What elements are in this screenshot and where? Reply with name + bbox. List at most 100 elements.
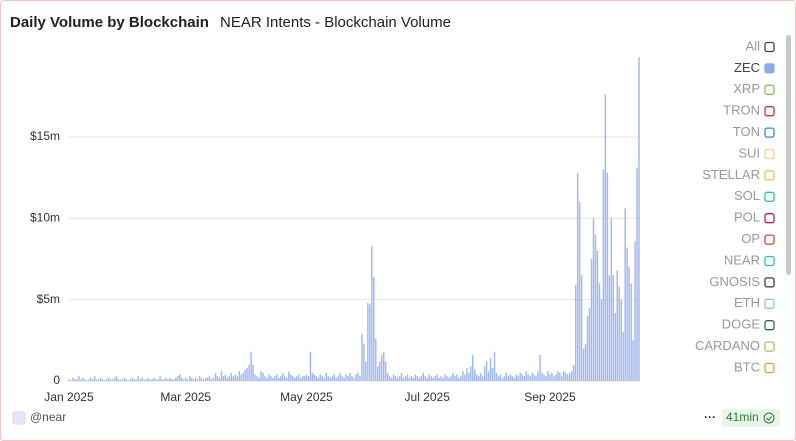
legend-label[interactable]: NEAR	[724, 252, 760, 267]
bar	[410, 376, 413, 381]
bar	[422, 372, 425, 381]
bar	[446, 376, 448, 381]
menu-dots[interactable]: ···	[704, 410, 716, 424]
check-icon	[763, 412, 775, 424]
updated: 41min	[726, 410, 759, 424]
bar	[341, 376, 343, 381]
bar	[204, 377, 207, 381]
bar	[91, 379, 94, 381]
bar	[230, 372, 233, 381]
bar	[145, 379, 147, 381]
bar	[163, 379, 165, 381]
bar	[553, 376, 555, 381]
bar	[285, 377, 288, 381]
legend-swatch[interactable]	[764, 106, 775, 117]
bar	[240, 374, 242, 381]
legend-label[interactable]: TON	[733, 124, 760, 139]
bar	[592, 218, 595, 381]
bar	[507, 376, 510, 381]
bar	[545, 376, 547, 381]
bar	[153, 377, 155, 381]
legend-label[interactable]: TRON	[723, 103, 760, 118]
legend-swatch[interactable]	[764, 298, 775, 309]
legend-swatch[interactable]	[764, 362, 775, 374]
bar	[378, 361, 381, 381]
legend-swatch[interactable]	[764, 234, 775, 245]
bar	[188, 376, 191, 381]
legend-label[interactable]: All	[746, 38, 761, 53]
legend-label[interactable]: ZEC	[734, 60, 760, 75]
bar	[194, 377, 197, 381]
bar	[624, 208, 626, 381]
legend-swatch[interactable]	[764, 341, 775, 352]
bar	[355, 374, 357, 381]
bar	[588, 307, 591, 381]
x-tick-label: Mar 2025	[160, 390, 211, 404]
bar	[179, 374, 181, 381]
legend-label[interactable]: XRP	[733, 81, 760, 96]
bar	[274, 376, 276, 381]
legend-label[interactable]: GNOSIS	[709, 274, 760, 289]
legend-label[interactable]: OP	[741, 231, 760, 246]
bar	[442, 377, 444, 381]
legend-swatch[interactable]	[764, 277, 775, 288]
legend-label[interactable]: ETH	[734, 295, 760, 310]
bar	[254, 374, 256, 381]
bar	[448, 377, 450, 381]
legend-swatch[interactable]	[764, 213, 775, 224]
bar	[246, 367, 248, 381]
legend-label[interactable]: POL	[734, 210, 760, 225]
bar	[335, 377, 337, 381]
bar	[141, 377, 143, 381]
bar	[353, 377, 355, 381]
legend-label[interactable]: SUI	[738, 145, 760, 160]
bar	[590, 258, 593, 381]
bar	[402, 377, 405, 381]
bar	[563, 371, 565, 381]
bar	[414, 374, 417, 381]
legend-swatch[interactable]	[764, 170, 775, 181]
x-tick-label: Jul 2025	[405, 390, 451, 404]
bar	[90, 377, 92, 381]
check-mark	[766, 416, 772, 421]
bar	[101, 379, 104, 381]
bar	[167, 379, 169, 381]
legend-swatch[interactable]	[764, 84, 775, 95]
legend-swatch[interactable]	[764, 41, 775, 53]
legend-label[interactable]: SOL	[734, 188, 760, 203]
scrollbar[interactable]	[786, 35, 791, 275]
bar	[206, 377, 209, 381]
bar	[515, 374, 518, 381]
legend-swatch[interactable]	[764, 320, 775, 331]
legend-swatch[interactable]	[764, 63, 775, 74]
bar	[323, 377, 326, 381]
legend-label[interactable]: DOGE	[722, 317, 761, 332]
legend-swatch[interactable]	[764, 148, 775, 160]
bar	[491, 367, 494, 381]
bar	[529, 376, 531, 381]
bar	[295, 376, 298, 381]
legend-label[interactable]: BTC	[734, 359, 760, 374]
source-icon	[12, 411, 26, 425]
bar	[220, 371, 223, 381]
bar	[574, 285, 577, 381]
bar	[226, 377, 229, 381]
bar	[501, 377, 504, 381]
legend-swatch[interactable]	[764, 127, 775, 138]
bar	[602, 169, 605, 381]
bar	[373, 276, 375, 381]
bar	[493, 351, 496, 381]
bar	[214, 372, 217, 381]
legend-swatch[interactable]	[764, 191, 775, 202]
bar	[561, 376, 563, 381]
legend-label[interactable]: CARDANO	[695, 338, 760, 353]
bar	[337, 376, 339, 381]
legend-swatch[interactable]	[764, 255, 775, 267]
bar	[382, 351, 385, 381]
bar	[398, 376, 401, 381]
bar	[509, 374, 512, 381]
bar	[250, 351, 252, 381]
bar	[400, 372, 403, 381]
legend-label[interactable]: STELLAR	[702, 167, 760, 182]
bar	[557, 371, 559, 381]
